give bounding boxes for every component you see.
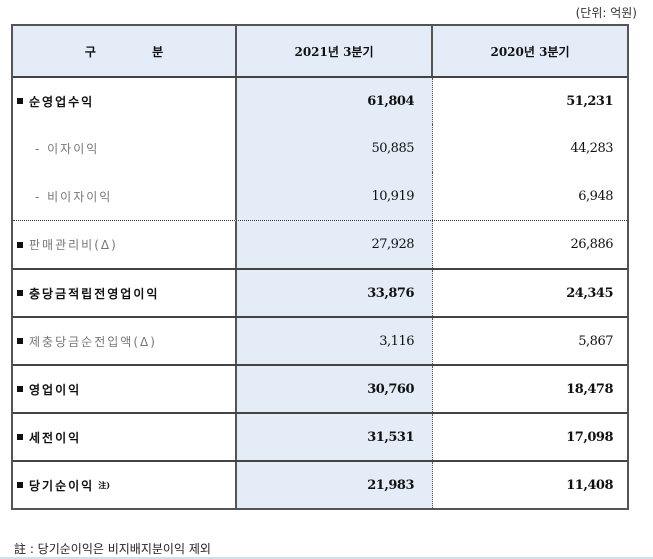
table-row: - 이자이익 50,885 44,283 [13, 124, 627, 172]
value-2020: 24,345 [566, 285, 613, 301]
table-row: 당기순이익 注) 21,983 11,408 [13, 460, 627, 508]
value-2020: 26,886 [570, 237, 614, 252]
table-row: 충당금적립전영업이익 33,876 24,345 [13, 268, 627, 316]
table-row: 순영업수익 61,804 51,231 [13, 76, 627, 124]
table-row: 영업이익 30,760 18,478 [13, 364, 627, 412]
row-label: 순영업수익 [29, 94, 95, 109]
row-label: 판매관리비(Δ) [29, 238, 118, 252]
table-row: 제충당금순전입액(Δ) 3,116 5,867 [13, 316, 627, 364]
bottom-divider [0, 557, 653, 559]
value-2021: 21,983 [367, 477, 414, 493]
table-row: 판매관리비(Δ) 27,928 26,886 [13, 220, 627, 268]
value-2021: 27,928 [371, 237, 415, 252]
value-2021: 10,919 [371, 188, 415, 204]
footnote-marker: 注) [98, 479, 110, 490]
value-2021: 33,876 [367, 285, 414, 301]
row-label: 당기순이익 [29, 478, 95, 493]
row-label: 충당금적립전영업이익 [29, 286, 160, 301]
row-label: 제충당금순전입액(Δ) [29, 334, 157, 349]
value-2020: 44,283 [570, 140, 614, 156]
bullet-icon [17, 386, 23, 392]
row-label: - 이자이익 [35, 141, 100, 156]
unit-label: (단위: 억원) [575, 6, 637, 20]
value-2021: 31,531 [367, 429, 414, 445]
table-row: 세전이익 31,531 17,098 [13, 412, 627, 460]
value-2021: 61,804 [367, 93, 414, 109]
value-2021: 3,116 [379, 333, 414, 349]
table-header-row: 구 분 2021년 3분기 2020년 3분기 [13, 26, 627, 76]
bullet-icon [17, 98, 23, 104]
bullet-icon [17, 434, 23, 440]
value-2021: 30,760 [367, 381, 414, 397]
financial-summary-table: 구 분 2021년 3분기 2020년 3분기 순영업수익 61,804 51,… [11, 24, 629, 510]
header-2020-q3: 2020년 3분기 [490, 44, 570, 59]
header-category: 구 분 [13, 26, 237, 76]
value-2020: 51,231 [566, 93, 613, 109]
footnote: 註 : 당기순이익은 비지배지분이익 제외 [14, 542, 211, 556]
header-2021-q3: 2021년 3분기 [237, 26, 433, 76]
value-2020: 6,948 [578, 188, 613, 204]
value-2021: 50,885 [371, 140, 415, 156]
bullet-icon [17, 290, 23, 296]
value-2020: 11,408 [566, 477, 613, 493]
row-label: 영업이익 [29, 382, 82, 397]
table-row: - 비이자이익 10,919 6,948 [13, 172, 627, 220]
row-label: 세전이익 [29, 430, 82, 445]
bullet-icon [17, 241, 23, 248]
bullet-icon [17, 338, 23, 344]
row-label: - 비이자이익 [35, 189, 113, 204]
bullet-icon [17, 482, 23, 488]
value-2020: 5,867 [578, 333, 613, 349]
value-2020: 17,098 [566, 429, 613, 445]
value-2020: 18,478 [566, 381, 613, 397]
